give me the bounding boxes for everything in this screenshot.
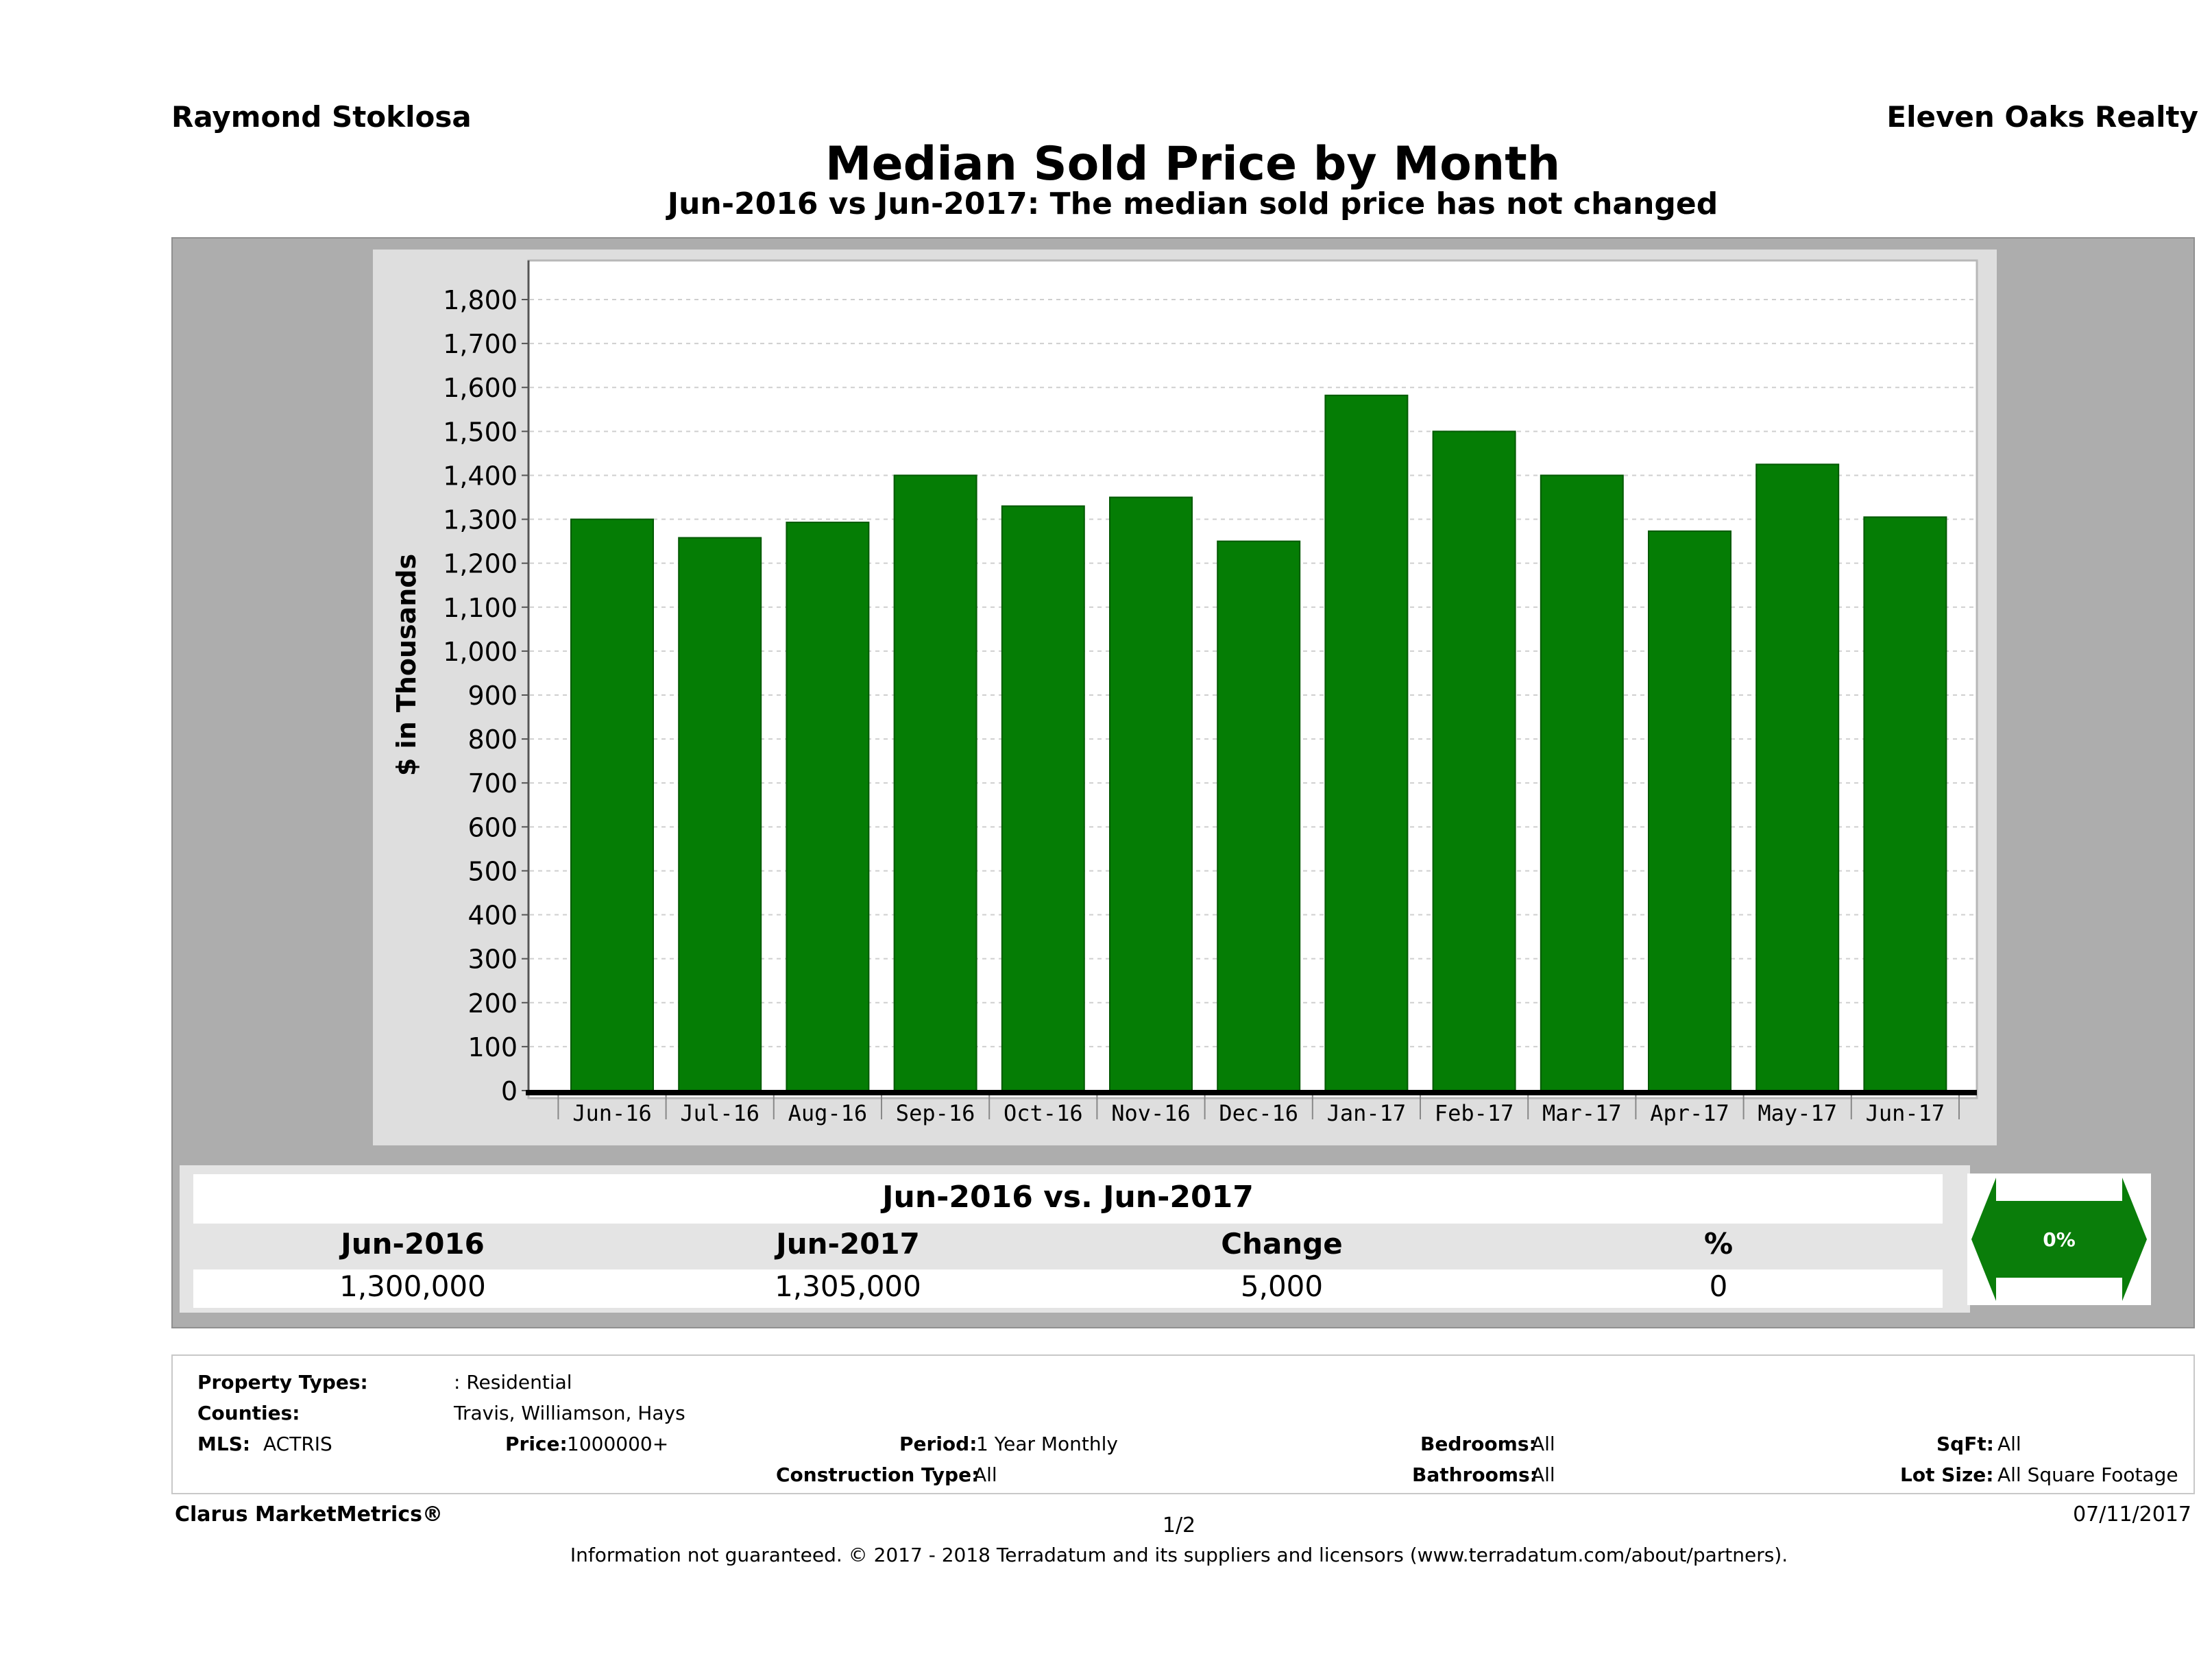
summary-value-percent: 0 — [1709, 1269, 1728, 1303]
x-tick-label: Jun-16 — [572, 1100, 652, 1126]
bar — [1217, 540, 1301, 1092]
x-tick-label: Apr-17 — [1650, 1100, 1729, 1126]
bedrooms-label: Bedrooms: — [1420, 1433, 1537, 1455]
counties-value: Travis, Williamson, Hays — [454, 1402, 685, 1424]
y-tick-label: 1,100 — [443, 593, 518, 623]
y-tick-label: 1,300 — [443, 505, 518, 535]
mls-value: ACTRIS — [263, 1433, 332, 1455]
bar — [678, 537, 762, 1091]
agent-name: Raymond Stoklosa — [171, 100, 472, 134]
report-date: 07/11/2017 — [2073, 1503, 2191, 1527]
property-types-label: Property Types: — [197, 1371, 368, 1394]
sqft-value: All — [1997, 1433, 2021, 1455]
chart-title: Median Sold Price by Month — [825, 137, 1561, 191]
x-tick-label: Dec-16 — [1219, 1100, 1298, 1126]
y-tick-label: 1,400 — [443, 461, 518, 491]
summary-col-end: Jun-2017 — [776, 1227, 920, 1261]
bar — [1109, 496, 1193, 1091]
y-tick-label: 500 — [467, 856, 518, 886]
x-tick-label: Nov-16 — [1111, 1100, 1191, 1126]
y-tick-label: 1,500 — [443, 417, 518, 447]
x-tick-label: Jul-16 — [680, 1100, 759, 1126]
y-tick-label: 100 — [467, 1032, 518, 1062]
y-tick-label: 400 — [467, 901, 518, 931]
counties-label: Counties: — [197, 1402, 300, 1424]
footer-brand: Clarus MarketMetrics® — [175, 1503, 443, 1527]
bar-chart: 0 100 200 300 400 500 600 700 800 900 1,000 1,100 1,… — [391, 259, 1978, 1126]
lot-size-value: All Square Footage — [1997, 1463, 2178, 1486]
y-tick-label: 900 — [467, 681, 518, 711]
bar — [1648, 530, 1731, 1092]
bar — [1863, 516, 1947, 1092]
period-value: 1 Year Monthly — [976, 1433, 1119, 1455]
search-criteria: Property Types: : Residential Counties: … — [171, 1354, 2195, 1494]
summary-col-percent: % — [1703, 1227, 1734, 1261]
construction-type-value: All — [973, 1463, 997, 1486]
x-tick-label: Feb-17 — [1435, 1100, 1514, 1126]
summary-heading: Jun-2016 vs. Jun-2017 — [882, 1180, 1254, 1215]
sqft-label: SqFt: — [1936, 1433, 1994, 1455]
bar — [786, 522, 870, 1091]
gridlines — [530, 299, 1976, 1047]
axes: 0 100 200 300 400 500 600 700 800 900 1,000 1,100 1,… — [443, 260, 1977, 1126]
summary-col-change: Change — [1221, 1227, 1343, 1261]
y-tick-label: 1,600 — [443, 373, 518, 403]
y-tick-label: 1,000 — [443, 637, 518, 667]
bar — [1540, 474, 1624, 1091]
y-tick-label: 300 — [467, 945, 518, 975]
x-tick-label: Sep-16 — [896, 1100, 975, 1126]
bathrooms-label: Bathrooms: — [1412, 1463, 1538, 1486]
x-tick-label: Jan-17 — [1327, 1100, 1407, 1126]
x-tick-label: Jun-17 — [1866, 1100, 1945, 1126]
bar — [1324, 394, 1409, 1092]
y-tick-label: 1,700 — [443, 329, 518, 359]
x-tick-label: Oct-16 — [1004, 1100, 1083, 1126]
price-label: Price: — [505, 1433, 568, 1455]
y-tick-label: 1,200 — [443, 549, 518, 579]
x-tick-label: Aug-16 — [788, 1100, 868, 1126]
brokerage-name: Eleven Oaks Realty — [1886, 100, 2198, 134]
x-tick-label: Mar-17 — [1542, 1100, 1622, 1126]
y-tick-label: 0 — [501, 1076, 518, 1106]
bar — [1755, 463, 1840, 1091]
bathrooms-value: All — [1531, 1463, 1555, 1486]
y-tick-label: 700 — [467, 768, 518, 799]
period-label: Period: — [899, 1433, 977, 1455]
construction-type-label: Construction Type: — [776, 1463, 980, 1486]
chart-subtitle: Jun-2016 vs Jun-2017: The median sold pr… — [667, 186, 1718, 221]
y-tick-label: 1,800 — [443, 285, 518, 315]
x-tick-label: May-17 — [1758, 1100, 1837, 1126]
summary-value-change: 5,000 — [1240, 1269, 1324, 1303]
mls-label: MLS: — [197, 1433, 251, 1455]
bar — [1432, 430, 1516, 1092]
summary-value-end: 1,305,000 — [775, 1269, 921, 1303]
bedrooms-value: All — [1531, 1433, 1555, 1455]
summary-values-row — [193, 1269, 1943, 1308]
bars — [570, 394, 1947, 1092]
change-indicator-label: 0% — [2043, 1228, 2076, 1251]
bar — [893, 474, 977, 1091]
summary-value-start: 1,300,000 — [339, 1269, 486, 1303]
summary-heading-row: Jun-2016 vs. Jun-2017 — [193, 1174, 1943, 1224]
page-number: 1/2 — [1162, 1513, 1196, 1537]
property-types-value: : Residential — [454, 1371, 572, 1394]
disclaimer: Information not guaranteed. © 2017 - 201… — [570, 1544, 1788, 1566]
double-arrow-icon: 0% — [1971, 1178, 2147, 1301]
y-tick-label: 800 — [467, 725, 518, 755]
summary-col-start: Jun-2016 — [341, 1227, 485, 1261]
bar — [570, 518, 654, 1091]
price-value: 1000000+ — [567, 1433, 669, 1455]
y-tick-label: 200 — [467, 988, 518, 1019]
bar — [1001, 505, 1085, 1092]
lot-size-label: Lot Size: — [1900, 1463, 1994, 1486]
y-tick-label: 600 — [467, 812, 518, 842]
y-axis-label: $ in Thousands — [391, 554, 422, 776]
